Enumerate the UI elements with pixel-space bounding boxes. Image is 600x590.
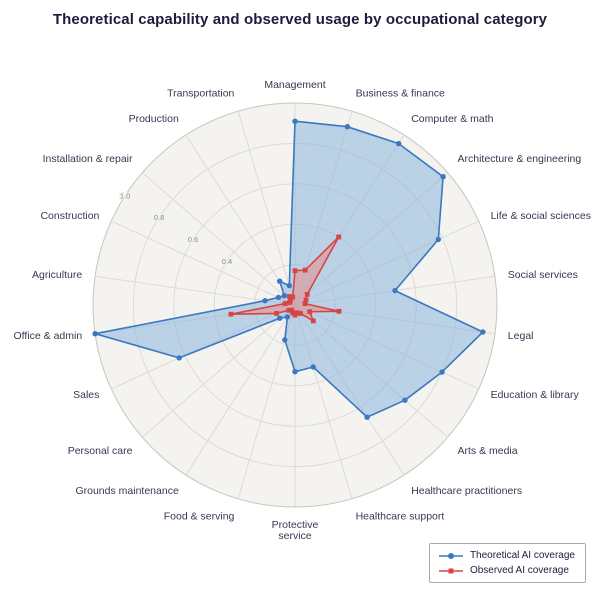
legend-item-observed: Observed AI coverage <box>438 565 575 576</box>
data-point-observed <box>287 294 292 299</box>
legend-marker-theoretical-icon <box>438 552 463 559</box>
data-point-theoretical <box>364 414 370 420</box>
category-label: Transportation <box>167 88 234 100</box>
data-point-observed <box>336 234 342 240</box>
data-point-theoretical <box>176 355 182 361</box>
category-label: Arts & media <box>458 445 518 457</box>
data-point-observed <box>336 308 342 314</box>
legend-label-theoretical: Theoretical AI coverage <box>469 550 575 561</box>
data-point-observed <box>290 294 296 300</box>
data-point-observed <box>274 311 279 316</box>
radial-tick-label: 0.4 <box>222 257 232 266</box>
data-point-observed <box>302 301 308 306</box>
data-point-theoretical <box>277 278 283 284</box>
data-point-theoretical <box>392 287 398 294</box>
grid-spoke <box>237 111 296 306</box>
data-point-theoretical <box>262 298 268 304</box>
category-label: Protective service <box>272 519 319 542</box>
category-label: Construction <box>40 210 99 222</box>
data-point-observed <box>228 311 234 317</box>
data-point-theoretical <box>92 331 98 337</box>
data-point-observed <box>286 307 292 313</box>
category-label: Healthcare practitioners <box>411 485 522 497</box>
category-label: Education & library <box>491 389 580 401</box>
grid-spoke <box>185 304 296 476</box>
category-label: Agriculture <box>32 269 82 281</box>
data-point-observed <box>290 310 296 316</box>
data-point-observed <box>288 298 293 304</box>
category-label: Production <box>129 113 179 125</box>
legend-item-theoretical: Theoretical AI coverage <box>438 550 575 561</box>
category-label: Food & serving <box>164 510 235 522</box>
data-point-theoretical <box>284 314 291 320</box>
data-point-observed <box>289 307 295 313</box>
category-label: Healthcare support <box>356 510 445 522</box>
grid-spoke <box>111 220 296 306</box>
grid-spoke <box>142 172 296 306</box>
category-label: Business & finance <box>356 88 445 100</box>
data-point-theoretical <box>275 294 282 301</box>
category-label: Computer & math <box>411 113 493 125</box>
radial-tick-label: 0.8 <box>154 213 164 222</box>
category-label: Sales <box>73 389 99 401</box>
data-point-observed <box>304 292 310 297</box>
data-point-observed <box>302 267 308 273</box>
category-label: Architecture & engineering <box>458 153 582 165</box>
data-point-theoretical <box>439 369 445 375</box>
data-point-theoretical <box>440 174 446 180</box>
grid-spoke <box>94 275 296 306</box>
data-point-observed <box>298 311 303 316</box>
grid-spoke <box>185 134 296 306</box>
data-point-theoretical <box>344 124 351 130</box>
data-point-observed <box>307 309 313 315</box>
radial-tick-label: 1.0 <box>120 191 130 200</box>
data-point-observed <box>282 301 288 306</box>
radial-tick-label: 0.6 <box>188 235 198 244</box>
category-label: Management <box>264 79 325 91</box>
chart-title: Theoretical capability and observed usag… <box>52 11 548 28</box>
legend-label-observed: Observed AI coverage <box>469 565 569 576</box>
category-label: Installation & repair <box>43 153 133 165</box>
data-point-theoretical <box>277 315 283 321</box>
data-point-theoretical <box>402 397 408 403</box>
category-label: Life & social sciences <box>491 210 591 222</box>
data-point-theoretical <box>435 236 441 243</box>
data-point-observed <box>303 297 309 303</box>
data-point-theoretical <box>292 369 298 375</box>
legend-marker-observed-icon <box>438 568 463 573</box>
category-label: Office & admin <box>14 330 83 342</box>
data-point-observed <box>292 268 298 274</box>
data-point-theoretical <box>480 329 486 335</box>
data-point-theoretical <box>282 337 288 343</box>
category-label: Legal <box>508 330 534 342</box>
category-label: Social services <box>508 269 578 281</box>
category-label: Personal care <box>68 445 133 457</box>
category-label: Grounds maintenance <box>75 485 178 497</box>
data-point-theoretical <box>281 293 287 299</box>
data-point-theoretical <box>396 140 402 147</box>
data-point-observed <box>310 318 316 324</box>
grid-spoke <box>142 304 296 438</box>
data-point-theoretical <box>292 118 298 124</box>
chart-legend: Theoretical AI coverage Observed AI cove… <box>428 543 586 583</box>
data-point-theoretical <box>310 364 316 370</box>
data-point-theoretical <box>286 282 292 289</box>
